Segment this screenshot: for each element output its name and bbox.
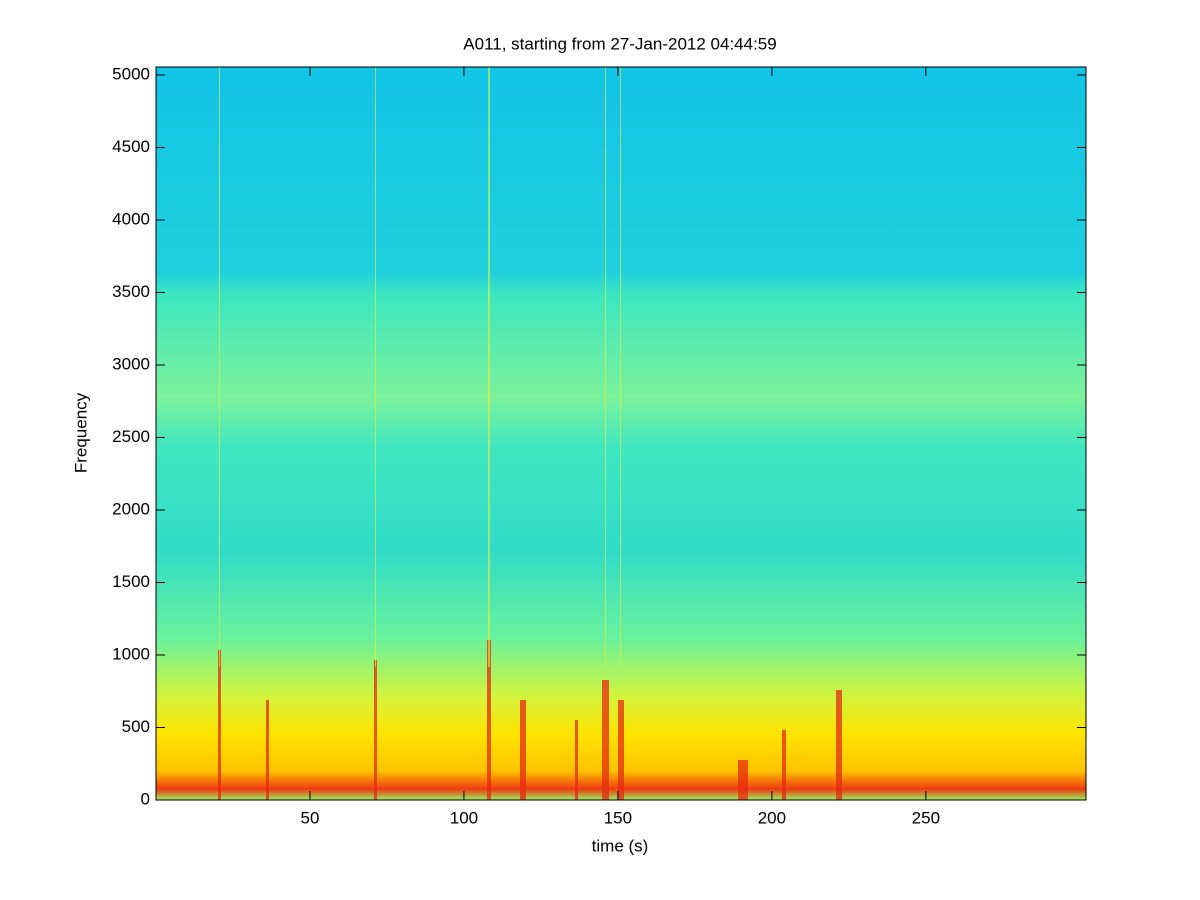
- x-axis-label: time (s): [592, 836, 649, 855]
- y-tick-label: 2500: [112, 427, 150, 446]
- y-tick-label: 2000: [112, 499, 150, 518]
- x-tick-label: 200: [758, 808, 786, 827]
- y-tick-label: 0: [141, 789, 150, 808]
- y-tick-label: 4500: [112, 137, 150, 156]
- y-tick-label: 1000: [112, 644, 150, 663]
- y-tick-label: 5000: [112, 64, 150, 83]
- x-tick-label: 50: [301, 808, 320, 827]
- x-tick-label: 100: [450, 808, 478, 827]
- y-tick-label: 1500: [112, 572, 150, 591]
- chart-title: A011, starting from 27-Jan-2012 04:44:59: [463, 34, 776, 53]
- y-tick-label: 3500: [112, 282, 150, 301]
- spectrogram-image: [156, 67, 1086, 800]
- y-tick-label: 3000: [112, 354, 150, 373]
- y-axis-label: Frequency: [71, 392, 90, 473]
- x-tick-label: 150: [604, 808, 632, 827]
- plot-frame: [155, 66, 1087, 801]
- y-tick-label: 4000: [112, 209, 150, 228]
- x-tick-label: 250: [912, 808, 940, 827]
- y-tick-label: 500: [122, 717, 150, 736]
